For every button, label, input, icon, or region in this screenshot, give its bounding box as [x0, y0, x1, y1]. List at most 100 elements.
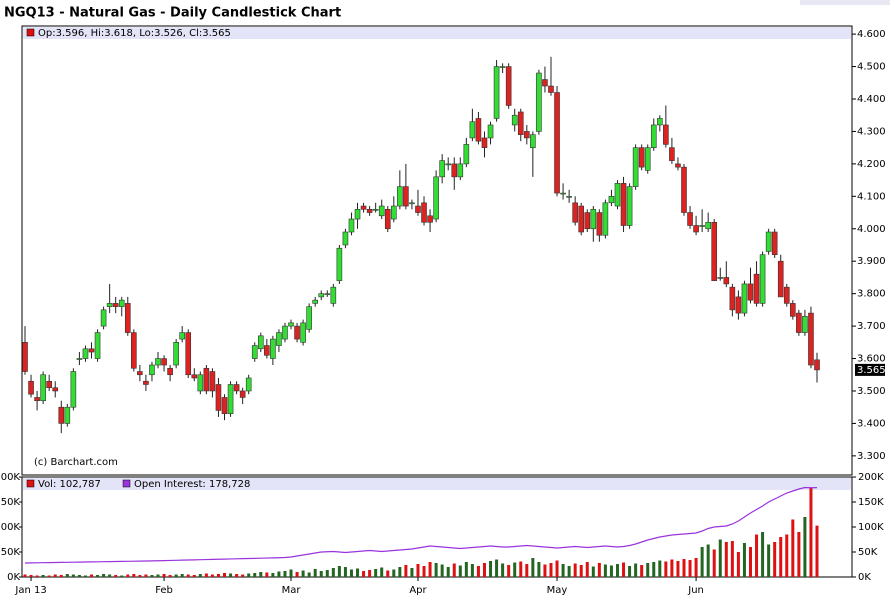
volume-bar [422, 566, 426, 577]
candle-body [790, 303, 796, 317]
candle-body [191, 374, 198, 379]
y-tick-label: 3.300 [857, 451, 886, 462]
candle-body [70, 371, 77, 408]
candle-body [723, 277, 730, 285]
volume-bar [615, 564, 619, 577]
candle-body [675, 163, 681, 168]
candle-body [487, 124, 494, 139]
volume-bar [229, 573, 233, 577]
volume-bar [428, 562, 432, 577]
candle-body [221, 397, 228, 414]
candle-body [34, 397, 40, 402]
open-interest-line [24, 486, 818, 564]
candle-body [227, 384, 234, 414]
candle-body [354, 208, 361, 220]
candle-body [409, 202, 415, 205]
volume-bar [271, 573, 275, 577]
volume-bar [108, 574, 112, 577]
candle-body [578, 205, 585, 233]
volume-bar [543, 564, 547, 577]
candle-body [46, 380, 52, 389]
volume-bar [767, 544, 771, 577]
candle-body [270, 338, 276, 359]
volume-bar [53, 574, 57, 577]
volume-bar [815, 525, 819, 577]
volume-bar [464, 562, 468, 577]
candle-body [173, 342, 179, 366]
candle-body [233, 384, 240, 392]
volume-bar [126, 574, 130, 577]
candle-body [560, 192, 566, 195]
candle-body [318, 293, 325, 298]
volume-bar [114, 575, 118, 577]
volume-bar [253, 573, 257, 577]
volume-bar [313, 569, 317, 577]
candle-body [245, 377, 252, 392]
volume-bar [325, 570, 329, 577]
volume-bar [168, 575, 172, 577]
candle-body [58, 406, 65, 424]
candle-body [493, 66, 500, 119]
volume-bar [742, 543, 746, 577]
volume-bar [102, 574, 106, 577]
volume-bar [658, 560, 662, 577]
volume-bar [549, 563, 553, 577]
candle-body [167, 367, 173, 376]
volume-bar [410, 568, 414, 577]
volume-bar [609, 565, 613, 577]
volume-bar [797, 532, 801, 577]
last-price-box [855, 363, 885, 376]
candle-body [324, 293, 331, 295]
volume-bar [773, 542, 777, 577]
candle-body [511, 114, 518, 126]
candle-body [360, 205, 367, 210]
candle-body [644, 147, 651, 171]
legend-entry: Vol: 102,787 [38, 479, 101, 490]
candle-body [632, 147, 639, 187]
candle-body [729, 286, 736, 311]
candle-body [608, 196, 615, 204]
candle-body [161, 358, 167, 366]
candle-body [481, 137, 488, 148]
candle-body [209, 371, 216, 392]
volume-bar [41, 575, 45, 577]
volume-bar [755, 534, 759, 577]
candle-body [681, 166, 687, 213]
volume-bar [307, 572, 311, 577]
volume-bar [59, 575, 63, 577]
volume-bar [646, 563, 650, 577]
volume-bar [779, 537, 783, 577]
x-tick-label: Jan 13 [14, 585, 46, 596]
candle-body [276, 332, 282, 346]
volume-bar [803, 517, 807, 577]
volume-bar [664, 561, 668, 577]
candle-body [342, 231, 349, 246]
volume-bar [482, 563, 486, 577]
volume-bar [567, 566, 571, 577]
candle-body [378, 205, 385, 217]
volume-bar [265, 572, 269, 577]
candle-body [445, 163, 452, 166]
candle-body [814, 359, 820, 371]
candle-body [384, 208, 391, 230]
volume-bar [561, 564, 565, 577]
candle-body [439, 160, 445, 178]
candle-body [185, 332, 192, 376]
candle-body [711, 221, 718, 281]
volume-bar [83, 575, 87, 577]
last-price-label: 3.565 [857, 365, 886, 376]
volume-bar [634, 563, 638, 577]
volume-bar [525, 564, 529, 577]
candle-body [669, 147, 675, 161]
volume-bar [791, 519, 795, 577]
y-tick-label: 4.600 [857, 29, 886, 40]
volume-bar [404, 565, 408, 577]
candle-body [137, 371, 143, 376]
candle-body [802, 316, 808, 333]
candle-body [22, 342, 28, 372]
volume-bar [162, 574, 166, 577]
candle-body [705, 221, 711, 230]
candle-body [620, 183, 627, 226]
y-tick-label: 4.400 [857, 94, 886, 105]
